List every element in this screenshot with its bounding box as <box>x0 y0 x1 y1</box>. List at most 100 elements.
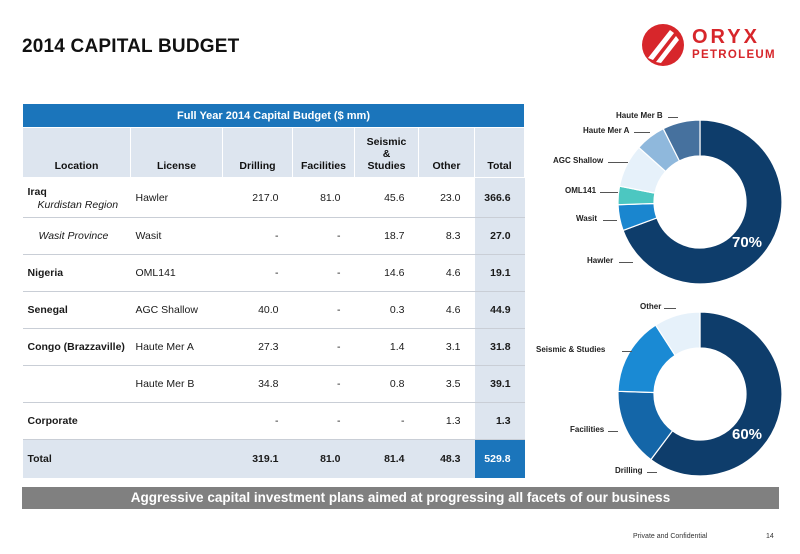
header-license: License <box>130 127 223 178</box>
cell-seismic: 0.3 <box>354 291 419 329</box>
cell-facilities: - <box>292 217 355 255</box>
cell-license <box>130 402 223 440</box>
leader-line <box>600 192 618 193</box>
cell-location <box>22 365 131 403</box>
cell-total: 529.8 <box>474 439 525 478</box>
label-haute-mer-b: Haute Mer B <box>616 111 663 120</box>
label-wasit: Wasit <box>576 214 598 223</box>
cell-drilling: - <box>222 217 293 255</box>
cell-other: 48.3 <box>418 439 475 478</box>
cell-other: 3.5 <box>418 365 475 403</box>
cell-seismic: 81.4 <box>354 439 419 478</box>
cell-location: Senegal <box>22 291 131 329</box>
header-location: Location <box>22 127 131 178</box>
cell-location: Iraq Kurdistan Region <box>22 177 131 218</box>
cell-total: 44.9 <box>474 291 525 329</box>
table-caption: Full Year 2014 Capital Budget ($ mm) <box>21 103 526 128</box>
leader-line <box>619 262 633 263</box>
header-drilling: Drilling <box>222 127 293 178</box>
leader-line <box>668 117 678 118</box>
leader-line <box>634 132 650 133</box>
header-total: Total <box>473 127 526 178</box>
cell-other: 4.6 <box>418 291 475 329</box>
cell-other: 8.3 <box>418 217 475 255</box>
cell-seismic: 1.4 <box>354 328 419 366</box>
cell-other: 23.0 <box>418 177 475 218</box>
cell-drilling: 319.1 <box>222 439 293 478</box>
table-row: Congo (Brazzaville) Haute Mer A 27.3 - 1… <box>22 328 525 366</box>
capital-budget-table: Full Year 2014 Capital Budget ($ mm) Loc… <box>21 103 526 478</box>
cell-facilities: - <box>292 254 355 292</box>
cell-total: 31.8 <box>474 328 525 366</box>
cell-facilities: - <box>292 291 355 329</box>
cell-location: Total <box>22 439 131 478</box>
cell-seismic: 0.8 <box>354 365 419 403</box>
activity-donut-center-label: 60% <box>732 426 763 443</box>
table-row: Wasit Province Wasit - - 18.7 8.3 27.0 <box>22 217 525 255</box>
cell-facilities: 81.0 <box>292 177 355 218</box>
cell-drilling: - <box>222 254 293 292</box>
cell-seismic: 14.6 <box>354 254 419 292</box>
license-donut-center-label: 70% <box>732 234 763 251</box>
sublocation-name: Kurdistan Region <box>37 199 119 211</box>
cell-facilities: 81.0 <box>292 439 355 478</box>
label-other: Other <box>640 302 662 311</box>
license-donut-svg <box>617 119 783 285</box>
header-seismic-label: Seismic & Studies <box>366 136 407 172</box>
cell-drilling: 34.8 <box>222 365 293 403</box>
cell-license: Wasit <box>130 217 223 255</box>
donut-slice-drilling <box>650 311 783 477</box>
summary-banner: Aggressive capital investment plans aime… <box>22 487 779 509</box>
cell-facilities: - <box>292 328 355 366</box>
leader-line <box>608 162 628 163</box>
page-title: 2014 CAPITAL BUDGET <box>22 36 240 57</box>
label-haute-mer-a: Haute Mer A <box>583 126 630 135</box>
cell-other: 3.1 <box>418 328 475 366</box>
leader-line <box>603 220 617 221</box>
cell-location: Nigeria <box>22 254 131 292</box>
cell-total: 39.1 <box>474 365 525 403</box>
label-oml141: OML141 <box>565 186 597 195</box>
cell-total: 1.3 <box>474 402 525 440</box>
cell-seismic: 45.6 <box>354 177 419 218</box>
leader-line <box>647 472 657 473</box>
leader-line <box>622 351 632 352</box>
logo-name: ORYX <box>692 26 760 48</box>
label-facilities: Facilities <box>570 425 605 434</box>
license-donut-chart: 70% <box>610 112 790 292</box>
cell-drilling: - <box>222 402 293 440</box>
label-hawler: Hawler <box>587 256 614 265</box>
oryx-logo: ORYX PETROLEUM <box>640 22 780 72</box>
cell-location: Wasit Province <box>22 217 131 255</box>
table-row: Senegal AGC Shallow 40.0 - 0.3 4.6 44.9 <box>22 291 525 329</box>
cell-drilling: 217.0 <box>222 177 293 218</box>
table-total-row: Total 319.1 81.0 81.4 48.3 529.8 <box>22 439 525 478</box>
cell-license: Hawler <box>130 177 223 218</box>
cell-seismic: - <box>354 402 419 440</box>
cell-other: 4.6 <box>418 254 475 292</box>
label-agc-shallow: AGC Shallow <box>553 156 604 165</box>
cell-total: 19.1 <box>474 254 525 292</box>
donut-slice-haute-mer-b <box>662 119 701 162</box>
logo-sub: PETROLEUM <box>692 49 776 61</box>
header-other: Other <box>418 127 475 178</box>
donut-slice-hawler <box>622 119 783 285</box>
cell-license <box>130 439 223 478</box>
cell-license: AGC Shallow <box>130 291 223 329</box>
label-seismic-studies: Seismic & Studies <box>536 345 606 354</box>
cell-total: 366.6 <box>474 177 525 218</box>
cell-drilling: 27.3 <box>222 328 293 366</box>
cell-license: Haute Mer A <box>130 328 223 366</box>
table-row: Nigeria OML141 - - 14.6 4.6 19.1 <box>22 254 525 292</box>
cell-facilities: - <box>292 402 355 440</box>
cell-drilling: 40.0 <box>222 291 293 329</box>
table-row: Haute Mer B 34.8 - 0.8 3.5 39.1 <box>22 365 525 403</box>
page-number: 14 <box>766 533 774 540</box>
table-row: Iraq Kurdistan Region Hawler 217.0 81.0 4… <box>22 177 525 218</box>
footer-confidential: Private and Confidential <box>633 533 708 540</box>
cell-total: 27.0 <box>474 217 525 255</box>
cell-other: 1.3 <box>418 402 475 440</box>
cell-seismic: 18.7 <box>354 217 419 255</box>
activity-donut-svg <box>617 311 783 477</box>
donut-slice-other <box>654 311 701 357</box>
